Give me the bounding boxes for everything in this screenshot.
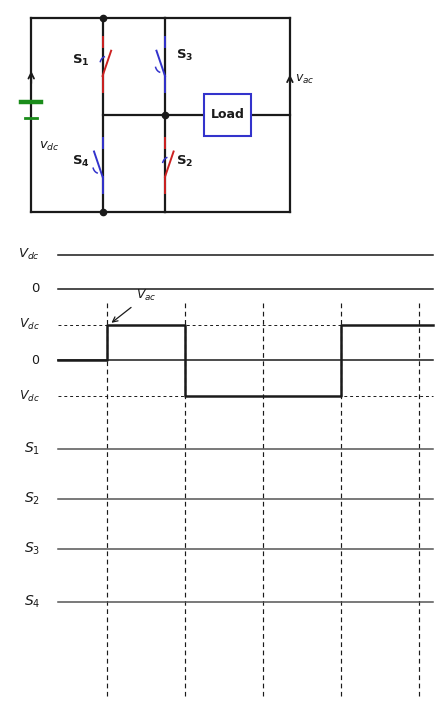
Text: $S_2$: $S_2$: [24, 491, 40, 507]
Text: $S_1$: $S_1$: [24, 441, 40, 457]
FancyBboxPatch shape: [204, 94, 251, 136]
Text: $S_4$: $S_4$: [24, 594, 40, 610]
Text: $V_{dc}$: $V_{dc}$: [18, 247, 40, 263]
Text: $v_{ac}$: $v_{ac}$: [295, 73, 315, 85]
Text: $V_{ac}$: $V_{ac}$: [112, 288, 157, 322]
Text: $\mathbf{S_2}$: $\mathbf{S_2}$: [176, 154, 194, 169]
Text: $\mathbf{S_3}$: $\mathbf{S_3}$: [176, 48, 194, 63]
Text: $V_{dc}$: $V_{dc}$: [19, 317, 40, 332]
Text: $\mathbf{S_4}$: $\mathbf{S_4}$: [71, 154, 89, 169]
Text: $0$: $0$: [31, 354, 40, 367]
Text: $0$: $0$: [31, 282, 40, 295]
Text: $v_{dc}$: $v_{dc}$: [39, 140, 60, 153]
Text: Load: Load: [211, 108, 244, 121]
Text: $V_{dc}$: $V_{dc}$: [19, 388, 40, 404]
Text: $\mathbf{S_1}$: $\mathbf{S_1}$: [72, 53, 89, 68]
Text: $S_3$: $S_3$: [24, 541, 40, 557]
